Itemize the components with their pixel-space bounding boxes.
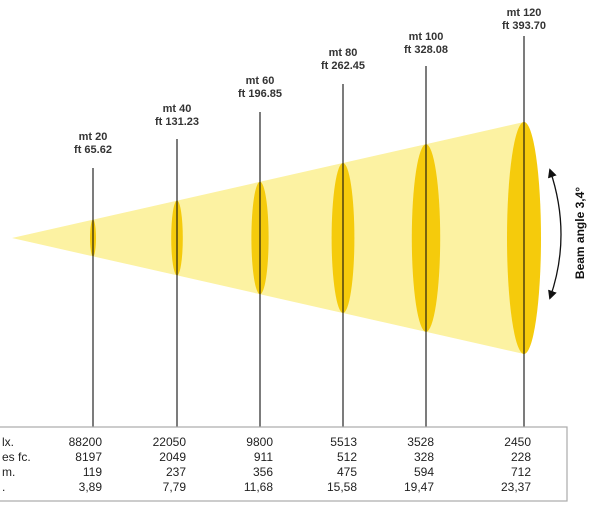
table-cell: 2450 (504, 435, 531, 449)
distance-feet-label: ft 393.70 (502, 20, 546, 32)
table-cell: 475 (337, 465, 357, 479)
table-row-label: . (2, 480, 5, 494)
table-cell: 8197 (75, 450, 102, 464)
table-row-label: m. (2, 465, 15, 479)
distance-feet-label: ft 131.23 (155, 116, 199, 128)
table-cell: 23,37 (501, 480, 531, 494)
photometric-table (0, 426, 568, 502)
table-cell: 5513 (330, 435, 357, 449)
table-cell: 512 (337, 450, 357, 464)
table-cell: 911 (254, 450, 273, 464)
table-cell: 119 (83, 465, 102, 479)
table-cell: 328 (414, 450, 434, 464)
distance-meters-label: mt 20 (79, 131, 108, 143)
distance-meters-label: mt 80 (329, 47, 358, 59)
table-cell: 15,58 (327, 480, 357, 494)
table-row-label: es fc. (2, 450, 31, 464)
table-cell: 2049 (159, 450, 186, 464)
beam-angle-label: Beam angle 3,4° (573, 187, 587, 279)
table-cell: 356 (253, 465, 273, 479)
table-cell: 9800 (246, 435, 273, 449)
table-cell: 712 (511, 465, 531, 479)
distance-meters-label: mt 100 (409, 31, 444, 43)
distance-meters-label: mt 40 (163, 103, 192, 115)
distance-feet-label: ft 196.85 (238, 88, 282, 100)
table-cell: 228 (511, 450, 531, 464)
distance-feet-label: ft 328.08 (404, 44, 448, 56)
table-row-label: lx. (2, 435, 14, 449)
distance-feet-label: ft 262.45 (321, 60, 365, 72)
table-cell: 7,79 (163, 480, 187, 494)
table-cell: 3,89 (79, 480, 103, 494)
table-cell: 237 (166, 465, 186, 479)
distance-meters-label: mt 120 (507, 7, 542, 19)
distance-feet-label: ft 65.62 (74, 144, 112, 156)
table-cell: 594 (414, 465, 434, 479)
table-cell: 88200 (69, 435, 103, 449)
table-cell: 3528 (407, 435, 434, 449)
distance-meters-label: mt 60 (246, 75, 275, 87)
table-cell: 11,68 (244, 480, 273, 494)
beam-angle-arc (548, 168, 562, 300)
table-cell: 19,47 (404, 480, 434, 494)
table-cell: 22050 (153, 435, 187, 449)
table-body: lx. 88200 22050 9800 5513 3528 2450 es fc. 8197 2… (2, 435, 531, 494)
